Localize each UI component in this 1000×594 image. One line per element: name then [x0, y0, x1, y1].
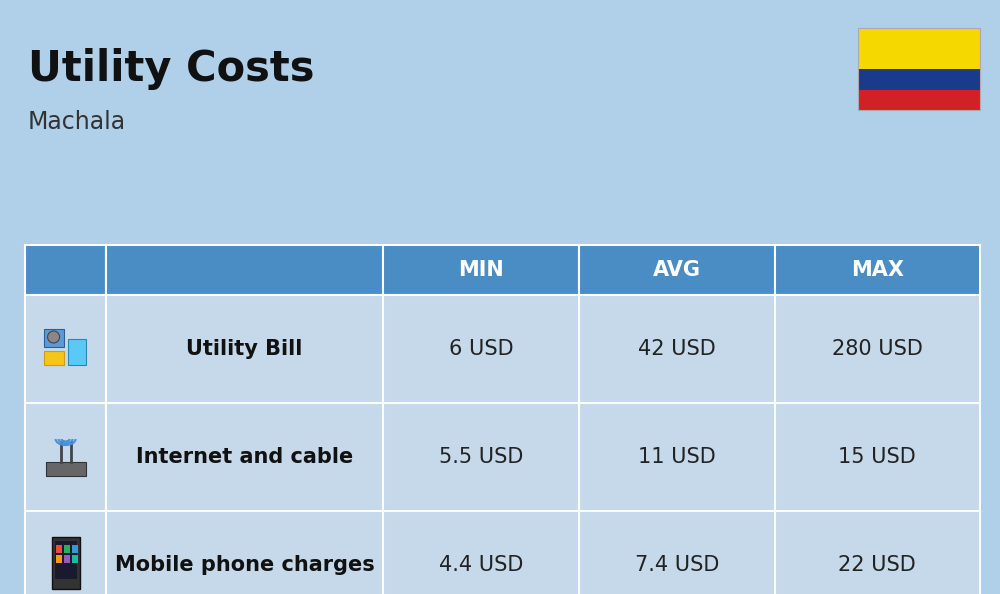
Bar: [775, 295, 980, 403]
Bar: [64, 545, 70, 553]
Bar: [25, 295, 106, 403]
Bar: [56, 555, 62, 563]
Bar: [44, 329, 64, 347]
Bar: [56, 545, 62, 553]
Bar: [106, 511, 383, 594]
Text: Utility Costs: Utility Costs: [28, 48, 314, 90]
Bar: [72, 555, 78, 563]
Text: Utility Bill: Utility Bill: [186, 339, 303, 359]
Bar: [579, 403, 775, 511]
Text: 22 USD: 22 USD: [838, 555, 916, 575]
Bar: [775, 245, 980, 295]
Text: AVG: AVG: [653, 260, 701, 280]
Circle shape: [48, 331, 60, 343]
Bar: [775, 511, 980, 594]
Bar: [858, 28, 980, 110]
Bar: [46, 462, 86, 476]
Bar: [858, 28, 980, 69]
Bar: [579, 245, 775, 295]
Bar: [383, 403, 579, 511]
Text: MIN: MIN: [458, 260, 504, 280]
Text: Mobile phone charges: Mobile phone charges: [115, 555, 375, 575]
Text: 280 USD: 280 USD: [832, 339, 923, 359]
Bar: [25, 245, 106, 295]
Text: 42 USD: 42 USD: [638, 339, 716, 359]
Bar: [25, 511, 106, 594]
Text: 4.4 USD: 4.4 USD: [439, 555, 523, 575]
Bar: [68, 339, 86, 365]
Bar: [383, 245, 579, 295]
Bar: [106, 403, 383, 511]
Bar: [106, 245, 383, 295]
Text: 7.4 USD: 7.4 USD: [635, 555, 719, 575]
Text: 11 USD: 11 USD: [638, 447, 716, 467]
Bar: [64, 555, 70, 563]
Bar: [775, 403, 980, 511]
Bar: [579, 511, 775, 594]
Bar: [383, 295, 579, 403]
Bar: [52, 537, 80, 589]
Bar: [72, 545, 78, 553]
Text: 6 USD: 6 USD: [449, 339, 513, 359]
Bar: [579, 295, 775, 403]
Bar: [106, 295, 383, 403]
Bar: [44, 351, 64, 365]
Bar: [55, 541, 77, 579]
Bar: [383, 511, 579, 594]
Text: Internet and cable: Internet and cable: [136, 447, 353, 467]
Text: Machala: Machala: [28, 110, 126, 134]
Text: 15 USD: 15 USD: [838, 447, 916, 467]
Text: 5.5 USD: 5.5 USD: [439, 447, 523, 467]
Bar: [858, 69, 980, 90]
Bar: [25, 403, 106, 511]
Bar: [858, 90, 980, 110]
Text: MAX: MAX: [851, 260, 904, 280]
